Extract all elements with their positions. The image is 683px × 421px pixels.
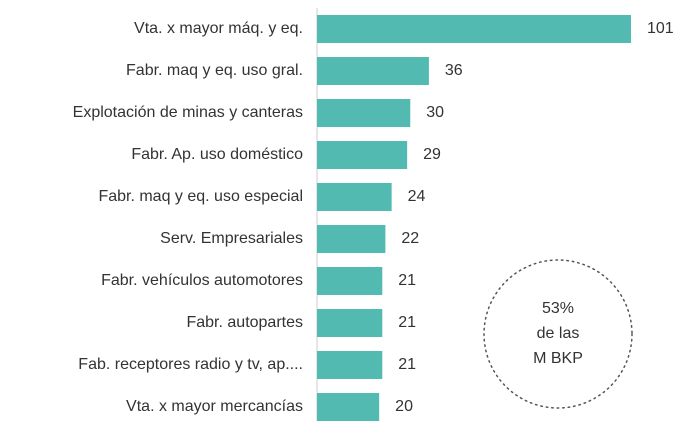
bar [317,393,380,421]
bar [317,141,408,169]
category-label: Vta. x mayor máq. y eq. [134,20,303,37]
category-label: Explotación de minas y canteras [73,104,303,121]
value-label: 36 [445,62,463,79]
category-label: Serv. Empresariales [160,230,303,247]
value-label: 29 [423,146,441,163]
value-label: 30 [426,104,444,121]
value-label: 24 [408,188,426,205]
bar [317,225,386,253]
value-label: 20 [395,398,413,415]
value-label: 101 [647,20,674,37]
value-label: 22 [401,230,419,247]
value-label: 21 [398,356,416,373]
bar [317,15,631,43]
bar [317,183,392,211]
annotation: de las [537,325,580,342]
bar [317,57,429,85]
value-label: 21 [398,272,416,289]
value-label: 21 [398,314,416,331]
category-label: Fabr. autopartes [186,314,303,331]
annotation-circle [483,259,633,409]
bar [317,99,411,127]
bar [317,351,383,379]
bar [317,267,383,295]
category-label: Fab. receptores radio y tv, ap.... [78,356,303,373]
bar [317,309,383,337]
category-label: Fabr. vehículos automotores [101,272,303,289]
category-label: Fabr. maq y eq. uso gral. [126,62,303,79]
annotation: M BKP [533,350,583,367]
annotation: 53% [542,300,574,317]
category-label: Vta. x mayor mercancías [126,398,303,415]
category-label: Fabr. maq y eq. uso especial [98,188,303,205]
category-label: Fabr. Ap. uso doméstico [131,146,303,163]
